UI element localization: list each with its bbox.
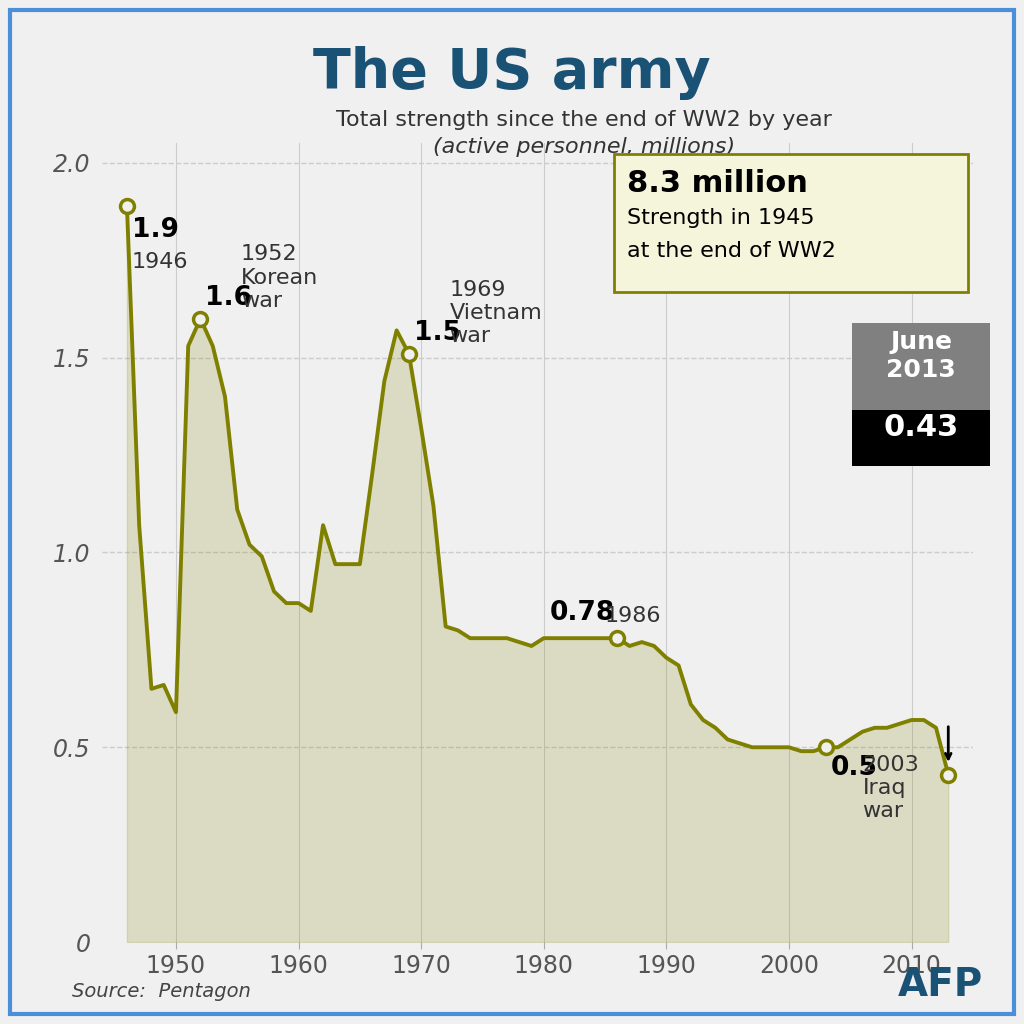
Text: (active personnel, millions): (active personnel, millions) (432, 137, 735, 158)
Text: at the end of WW2: at the end of WW2 (627, 241, 836, 261)
Text: Total strength since the end of WW2 by year: Total strength since the end of WW2 by y… (336, 110, 831, 130)
Text: 1.9: 1.9 (132, 217, 179, 244)
Text: 0.78: 0.78 (550, 600, 615, 627)
Text: June
2013: June 2013 (886, 330, 956, 383)
Text: AFP: AFP (898, 966, 983, 1004)
Text: 1.6: 1.6 (206, 285, 252, 311)
Text: 0.43: 0.43 (884, 413, 958, 441)
Text: 1969
Vietnam
war: 1969 Vietnam war (450, 280, 542, 346)
Text: 1.5: 1.5 (414, 319, 461, 346)
Text: 1952
Korean
war: 1952 Korean war (241, 245, 318, 311)
Text: 1946: 1946 (132, 253, 188, 272)
Text: 1986: 1986 (605, 606, 662, 627)
Text: 2003
Iraq
war: 2003 Iraq war (862, 755, 920, 821)
Text: 8.3 million: 8.3 million (627, 169, 808, 198)
Text: 0.5: 0.5 (830, 755, 878, 781)
Text: The US army: The US army (313, 46, 711, 100)
Text: Source:  Pentagon: Source: Pentagon (72, 982, 251, 1001)
Text: Strength in 1945: Strength in 1945 (627, 208, 814, 228)
